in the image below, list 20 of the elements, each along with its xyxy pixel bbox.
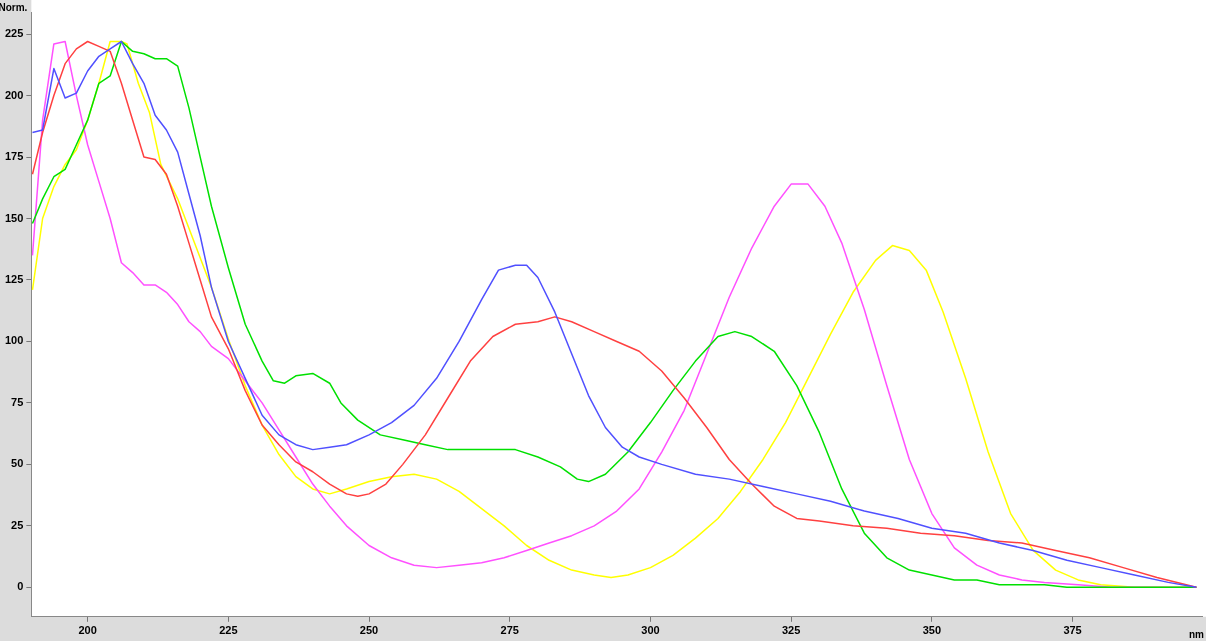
y-tick-label: 50: [11, 457, 24, 470]
y-tick-label: 200: [4, 88, 24, 101]
y-tick-label: 125: [4, 273, 24, 286]
x-tick-label: 325: [781, 624, 801, 637]
y-tick-label: 0: [17, 580, 24, 593]
y-tick-label: 225: [4, 27, 24, 40]
x-tick-label: 200: [78, 624, 97, 637]
y-axis-title: Norm.: [0, 1, 28, 13]
y-tick-label: 25: [11, 518, 24, 531]
x-tick-label: 250: [359, 624, 379, 637]
y-tick-label: 75: [11, 395, 24, 408]
y-tick-label: 175: [4, 150, 24, 163]
x-tick-label: 375: [1063, 624, 1082, 637]
y-tick-label: 150: [4, 211, 24, 224]
x-axis-title: nm: [1189, 628, 1205, 640]
y-tick-label: 100: [4, 334, 24, 347]
x-tick-label: 350: [922, 624, 942, 637]
x-tick-label: 300: [641, 624, 660, 637]
x-tick-label: 275: [500, 624, 519, 637]
x-tick-label: 225: [219, 624, 238, 637]
